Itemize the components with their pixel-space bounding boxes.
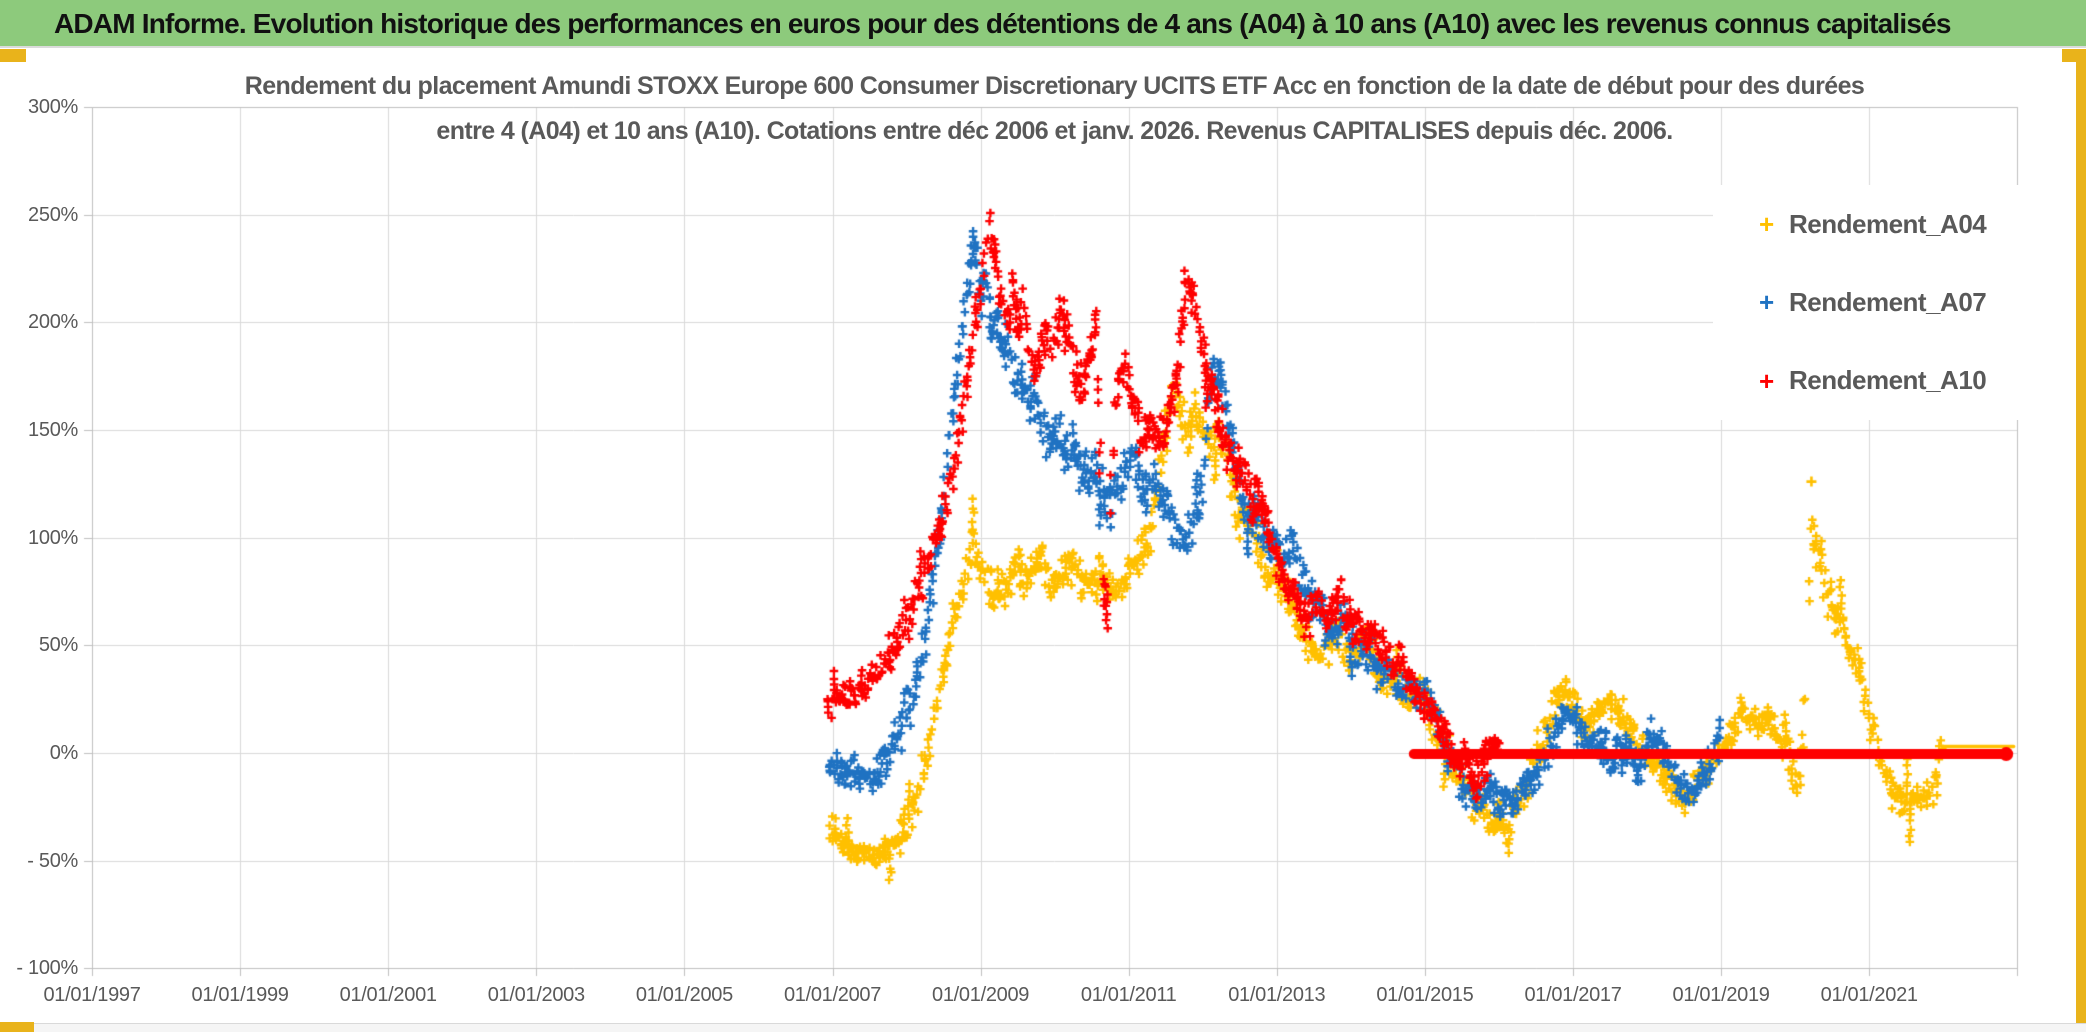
chart-title-line1: Rendement du placement Amundi STOXX Euro… [244, 72, 1865, 100]
x-axis-label: 01/01/1999 [191, 984, 289, 1006]
y-axis-label: 200% [28, 311, 78, 334]
x-axis-label: 01/01/1997 [43, 984, 141, 1006]
x-axis-label: 01/01/2003 [487, 984, 585, 1006]
x-axis-label: 01/01/2017 [1524, 984, 1622, 1006]
x-axis-label: 01/01/2015 [1376, 984, 1474, 1006]
y-axis-label: 150% [28, 418, 78, 441]
y-axis-label: - 50% [27, 849, 78, 872]
frame-accent-bottom-left [0, 1022, 34, 1032]
legend-label: Rendement_A10 [1789, 365, 1987, 396]
frame-accent-right-bar [2076, 49, 2086, 1032]
plus-marker-icon: + [1759, 365, 1775, 396]
chart-title-line2: entre 4 (A04) et 10 ans (A10). Cotations… [436, 117, 1673, 145]
x-axis-label: 01/01/2019 [1672, 984, 1770, 1006]
header-title: ADAM Informe. Evolution historique des p… [54, 8, 1951, 39]
x-axis-label: 01/01/2011 [1080, 984, 1177, 1006]
legend-item: + Rendement_A07 [1713, 263, 2046, 341]
x-axis-label: 01/01/2013 [1228, 984, 1326, 1006]
x-axis-label: 01/01/2005 [635, 984, 733, 1006]
chart-title: Rendement du placement Amundi STOXX Euro… [92, 64, 2017, 154]
plus-marker-icon: + [1759, 209, 1775, 240]
legend-label: Rendement_A04 [1789, 208, 1987, 239]
y-axis-label: 250% [28, 203, 78, 226]
plus-marker-icon: + [1759, 287, 1775, 318]
legend-item: + Rendement_A04 [1713, 185, 2046, 263]
legend: + Rendement_A04 + Rendement_A07 + Rendement_A… [1713, 185, 2046, 420]
legend-item: + Rendement_A10 [1713, 342, 2046, 420]
header-banner: ADAM Informe. Evolution historique des p… [0, 0, 2086, 48]
y-axis-label: 300% [28, 95, 78, 118]
y-axis-label: 50% [38, 634, 78, 657]
x-axis-label: 01/01/2007 [783, 984, 882, 1006]
y-axis-label: - 100% [16, 957, 78, 980]
frame-accent-top-left [0, 49, 26, 62]
legend-label: Rendement_A07 [1789, 286, 1987, 317]
x-axis-label: 01/01/2009 [932, 984, 1030, 1006]
frame-bottom-strip [0, 1023, 2086, 1032]
y-axis-label: 100% [28, 526, 78, 549]
y-axis-label: 0% [49, 742, 79, 764]
x-axis-label: 01/01/2021 [1820, 984, 1918, 1006]
x-axis-label: 01/01/2001 [339, 984, 437, 1006]
